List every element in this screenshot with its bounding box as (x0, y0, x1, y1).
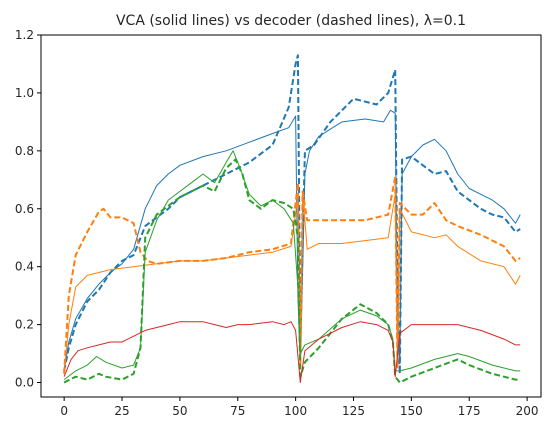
x-tick-label: 25 (114, 404, 129, 418)
y-tick-label: 1.0 (15, 86, 34, 100)
series-line-6-dashed (63, 158, 521, 384)
x-axis: 0 25 50 75 100 125 150 175 200 (60, 397, 539, 418)
y-tick-label: 0.8 (15, 144, 34, 158)
x-tick-label: 150 (400, 404, 423, 418)
x-tick-label: 200 (516, 404, 539, 418)
y-tick-label: 0.0 (15, 376, 34, 390)
x-tick-label: 50 (172, 404, 187, 418)
x-tick-label: 75 (230, 404, 245, 418)
x-tick-label: 125 (342, 404, 365, 418)
series-line-7-solid (63, 321, 521, 383)
series-line-2-dashed (63, 54, 521, 375)
x-tick-label: 100 (284, 404, 307, 418)
y-tick-label: 0.2 (15, 318, 34, 332)
y-axis: 0.0 0.2 0.4 0.6 0.8 1.0 1.2 (15, 28, 41, 390)
y-tick-label: 0.6 (15, 202, 34, 216)
y-tick-label: 1.2 (15, 28, 34, 42)
series-line-4-dashed (63, 175, 521, 374)
x-tick-label: 175 (458, 404, 481, 418)
series-line-3-solid (63, 190, 521, 374)
series-line-5-solid (63, 150, 521, 380)
y-tick-label: 0.4 (15, 260, 34, 274)
plot-frame (40, 34, 542, 398)
series-line-1-solid (63, 109, 521, 371)
x-tick-label: 0 (60, 404, 68, 418)
plot-area (63, 54, 521, 384)
chart-title: VCA (solid lines) vs decoder (dashed lin… (116, 13, 466, 29)
